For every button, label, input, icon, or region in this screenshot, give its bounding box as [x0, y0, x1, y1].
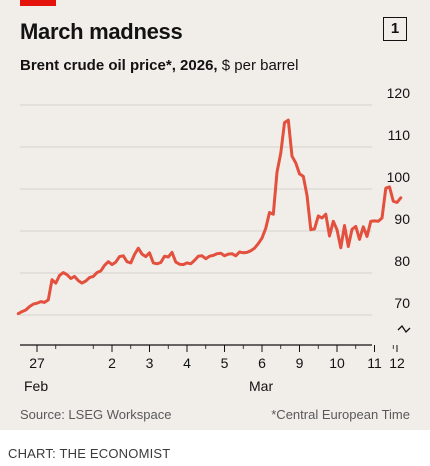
gridlines	[20, 104, 372, 316]
y-tick-label: 90	[394, 211, 410, 227]
x-tick-label: 5	[221, 355, 229, 371]
subtitle-main: Brent crude oil price*, 2026,	[20, 57, 218, 74]
subtitle-unit: $ per barrel	[221, 57, 299, 74]
y-tick-label: 120	[387, 85, 411, 101]
x-tick-label: 12	[389, 355, 405, 371]
line-chart: 120 110 100 90 80 70 27 2 3 4 5 6 9 10 11 12 Feb Mar	[16, 85, 411, 394]
x-tick-label: 11	[367, 355, 382, 371]
x-tick-label: 6	[258, 355, 266, 371]
series-line-brent	[16, 118, 403, 316]
chart-subtitle: Brent crude oil price*, 2026, $ per barr…	[20, 57, 298, 74]
y-tick-label: 80	[394, 253, 410, 269]
x-tick-label: 2	[108, 355, 116, 371]
brand-red-tab	[20, 0, 56, 6]
axis-break-icon	[397, 324, 411, 334]
chart-title: March madness	[20, 19, 183, 44]
source-note: Source: LSEG Workspace	[20, 407, 172, 422]
x-tick-label: 9	[296, 355, 304, 371]
x-tick-label: 3	[146, 355, 154, 371]
chart-panel	[0, 0, 430, 430]
x-tick-label: 4	[183, 355, 191, 371]
month-label: Mar	[249, 378, 273, 394]
price-series	[16, 118, 403, 316]
y-tick-label: 100	[387, 169, 411, 185]
footnote: *Central European Time	[271, 407, 410, 422]
chart-number-badge: 1	[383, 17, 407, 41]
y-tick-label: 70	[394, 295, 410, 311]
x-tick-label: 27	[29, 355, 45, 371]
x-tick-label: 10	[329, 355, 345, 371]
month-label: Feb	[24, 378, 48, 394]
y-tick-label: 110	[388, 127, 411, 143]
chart-credit: CHART: THE ECONOMIST	[8, 446, 171, 461]
x-axis	[20, 344, 398, 352]
axis-labels: 120 110 100 90 80 70 27 2 3 4 5 6 9 10 11 12 Feb Mar	[24, 85, 411, 394]
